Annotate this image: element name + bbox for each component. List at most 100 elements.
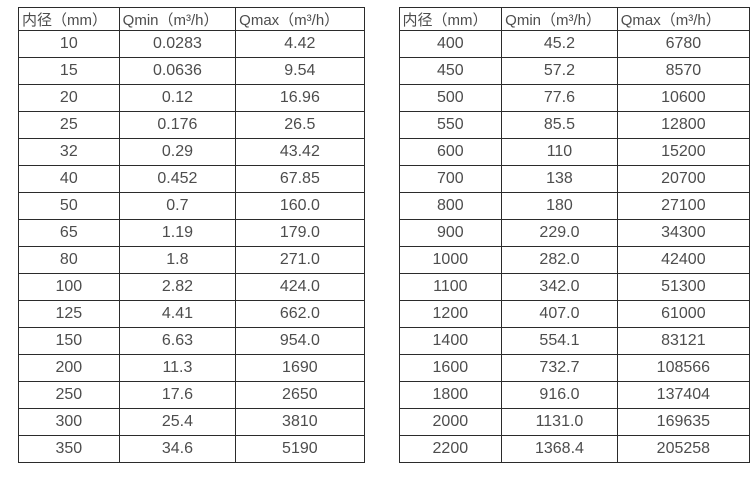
cell-qmin: 2.82 xyxy=(118,273,237,301)
table-row: 1400 554.1 83121 xyxy=(398,327,750,355)
table-row: 10 0.0283 4.42 xyxy=(18,30,365,58)
cell-qmin: 916.0 xyxy=(501,381,618,409)
cell-inner-diameter: 700 xyxy=(398,165,503,193)
cell-qmin: 85.5 xyxy=(501,111,618,139)
table-row: 2200 1368.4 205258 xyxy=(398,435,750,463)
cell-qmax: 108566 xyxy=(616,354,750,382)
cell-inner-diameter: 550 xyxy=(398,111,503,139)
cell-inner-diameter: 1100 xyxy=(398,273,503,301)
table-row: 15 0.0636 9.54 xyxy=(18,57,365,85)
cell-qmax: 205258 xyxy=(616,435,750,463)
cell-qmax: 1690 xyxy=(235,354,365,382)
cell-inner-diameter: 1800 xyxy=(398,381,503,409)
cell-inner-diameter: 900 xyxy=(398,219,503,247)
column-header-qmax: Qmax（m³/h） xyxy=(235,7,365,31)
flow-table-small-diameters: 内径（mm） Qmin（m³/h） Qmax（m³/h） 10 0.0283 4.4… xyxy=(18,7,365,463)
cell-qmax: 8570 xyxy=(616,57,750,85)
cell-qmax: 20700 xyxy=(616,165,750,193)
cell-qmin: 407.0 xyxy=(501,300,618,328)
cell-qmin: 57.2 xyxy=(501,57,618,85)
cell-qmax: 34300 xyxy=(616,219,750,247)
cell-qmin: 1.8 xyxy=(118,246,237,274)
cell-qmax: 169635 xyxy=(616,408,750,436)
flow-table-large-diameters: 内径（mm） Qmin（m³/h） Qmax（m³/h） 400 45.2 6780… xyxy=(398,7,750,463)
cell-inner-diameter: 50 xyxy=(18,192,120,220)
cell-qmin: 6.63 xyxy=(118,327,237,355)
cell-qmin: 342.0 xyxy=(501,273,618,301)
cell-inner-diameter: 100 xyxy=(18,273,120,301)
cell-qmax: 26.5 xyxy=(235,111,365,139)
cell-qmin: 25.4 xyxy=(118,408,237,436)
cell-inner-diameter: 10 xyxy=(18,30,120,58)
cell-qmax: 10600 xyxy=(616,84,750,112)
cell-inner-diameter: 80 xyxy=(18,246,120,274)
column-header-qmin: Qmin（m³/h） xyxy=(501,7,618,31)
cell-qmin: 229.0 xyxy=(501,219,618,247)
table-row: 400 45.2 6780 xyxy=(398,30,750,58)
table-row: 125 4.41 662.0 xyxy=(18,300,365,328)
cell-qmin: 138 xyxy=(501,165,618,193)
table-body: 10 0.0283 4.42 15 0.0636 9.54 20 0.12 16.96 25 0.1… xyxy=(18,30,365,463)
table-row: 350 34.6 5190 xyxy=(18,435,365,463)
cell-inner-diameter: 65 xyxy=(18,219,120,247)
cell-qmin: 0.29 xyxy=(118,138,237,166)
table-row: 200 11.3 1690 xyxy=(18,354,365,382)
cell-qmax: 83121 xyxy=(616,327,750,355)
table-row: 1000 282.0 42400 xyxy=(398,246,750,274)
table-row: 50 0.7 160.0 xyxy=(18,192,365,220)
cell-inner-diameter: 20 xyxy=(18,84,120,112)
cell-qmin: 77.6 xyxy=(501,84,618,112)
cell-inner-diameter: 2200 xyxy=(398,435,503,463)
cell-qmax: 2650 xyxy=(235,381,365,409)
table-row: 250 17.6 2650 xyxy=(18,381,365,409)
cell-qmin: 0.0283 xyxy=(118,30,237,58)
table-row: 1600 732.7 108566 xyxy=(398,354,750,382)
cell-qmin: 554.1 xyxy=(501,327,618,355)
table-row: 500 77.6 10600 xyxy=(398,84,750,112)
cell-inner-diameter: 300 xyxy=(18,408,120,436)
table-row: 700 138 20700 xyxy=(398,165,750,193)
column-header-inner-diameter: 内径（mm） xyxy=(398,7,503,31)
table-row: 80 1.8 271.0 xyxy=(18,246,365,274)
cell-qmax: 9.54 xyxy=(235,57,365,85)
cell-qmax: 179.0 xyxy=(235,219,365,247)
cell-qmin: 0.0636 xyxy=(118,57,237,85)
table-row: 450 57.2 8570 xyxy=(398,57,750,85)
table-row: 1200 407.0 61000 xyxy=(398,300,750,328)
cell-inner-diameter: 32 xyxy=(18,138,120,166)
table-header: 内径（mm） Qmin（m³/h） Qmax（m³/h） xyxy=(18,7,365,31)
cell-qmin: 4.41 xyxy=(118,300,237,328)
cell-qmax: 424.0 xyxy=(235,273,365,301)
cell-inner-diameter: 15 xyxy=(18,57,120,85)
cell-qmax: 160.0 xyxy=(235,192,365,220)
cell-qmax: 4.42 xyxy=(235,30,365,58)
cell-qmin: 45.2 xyxy=(501,30,618,58)
cell-inner-diameter: 125 xyxy=(18,300,120,328)
cell-inner-diameter: 40 xyxy=(18,165,120,193)
cell-qmax: 67.85 xyxy=(235,165,365,193)
cell-inner-diameter: 1000 xyxy=(398,246,503,274)
cell-inner-diameter: 400 xyxy=(398,30,503,58)
cell-inner-diameter: 1200 xyxy=(398,300,503,328)
cell-inner-diameter: 350 xyxy=(18,435,120,463)
table-row: 32 0.29 43.42 xyxy=(18,138,365,166)
cell-qmin: 0.176 xyxy=(118,111,237,139)
table-row: 150 6.63 954.0 xyxy=(18,327,365,355)
cell-inner-diameter: 25 xyxy=(18,111,120,139)
cell-qmin: 282.0 xyxy=(501,246,618,274)
cell-qmax: 12800 xyxy=(616,111,750,139)
table-row: 65 1.19 179.0 xyxy=(18,219,365,247)
table-header: 内径（mm） Qmin（m³/h） Qmax（m³/h） xyxy=(398,7,750,31)
cell-inner-diameter: 500 xyxy=(398,84,503,112)
cell-qmax: 61000 xyxy=(616,300,750,328)
cell-inner-diameter: 200 xyxy=(18,354,120,382)
cell-inner-diameter: 250 xyxy=(18,381,120,409)
cell-qmin: 180 xyxy=(501,192,618,220)
table-row: 2000 1131.0 169635 xyxy=(398,408,750,436)
cell-inner-diameter: 1400 xyxy=(398,327,503,355)
cell-qmax: 6780 xyxy=(616,30,750,58)
cell-qmax: 42400 xyxy=(616,246,750,274)
cell-inner-diameter: 600 xyxy=(398,138,503,166)
cell-qmax: 5190 xyxy=(235,435,365,463)
